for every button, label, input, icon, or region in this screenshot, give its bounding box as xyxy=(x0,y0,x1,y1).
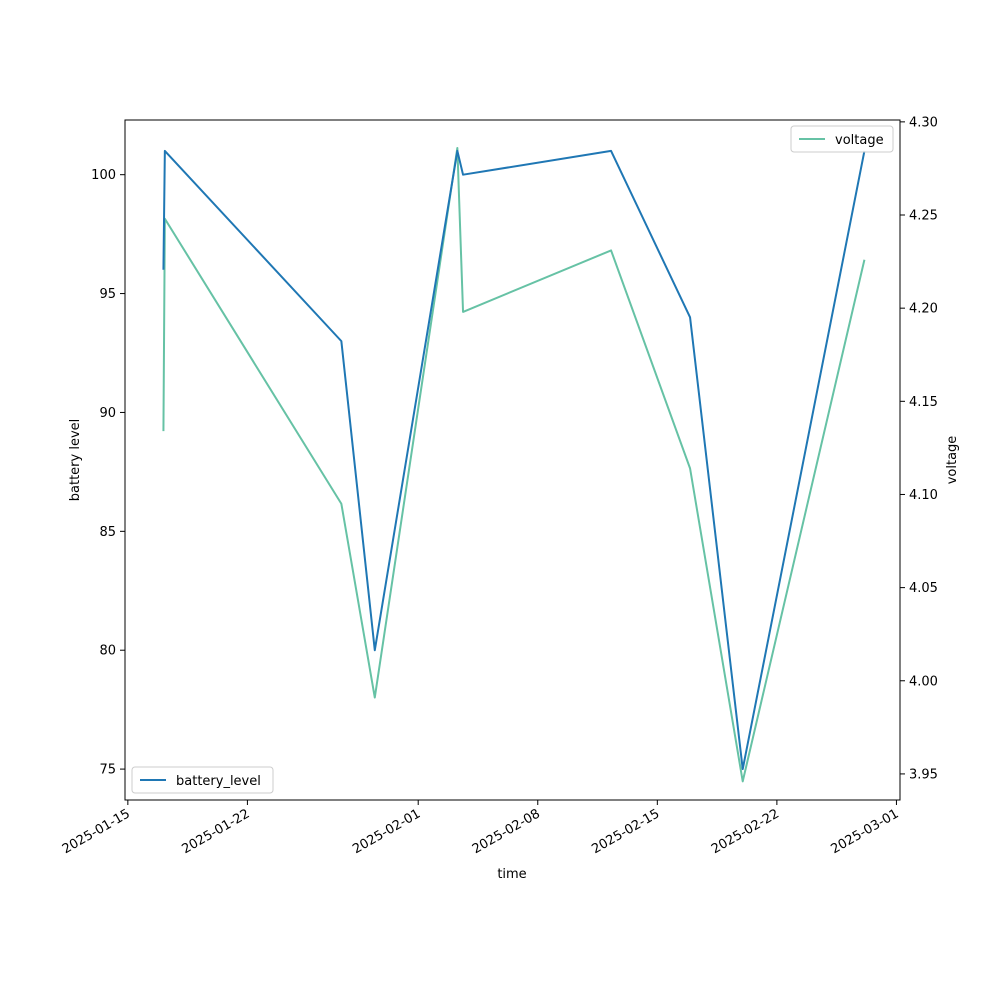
y-right-tick-label: 3.95 xyxy=(909,767,938,782)
y-left-tick-label: 85 xyxy=(99,525,116,540)
x-tick-label: 2025-01-15 xyxy=(60,806,133,857)
y-left-tick-label: 75 xyxy=(99,763,116,778)
y-left-axis-ticks: 75 80 85 90 95 100 xyxy=(91,168,125,778)
plot-frame xyxy=(124,119,901,801)
legend-voltage-label: voltage xyxy=(835,133,884,148)
y-left-tick-label: 80 xyxy=(99,644,116,659)
legend-voltage-box xyxy=(790,125,894,153)
legend-battery-box xyxy=(131,766,274,794)
y-right-tick-label: 4.15 xyxy=(909,395,938,410)
series-line-voltage xyxy=(162,146,866,783)
y-right-tick-label: 4.00 xyxy=(909,674,938,689)
legend-battery-label: battery_level xyxy=(176,774,261,789)
series-line-battery_level xyxy=(162,149,866,771)
legend-battery: battery_level xyxy=(131,766,274,794)
y-right-tick-label: 4.10 xyxy=(909,488,938,503)
x-tick-label: 2025-02-01 xyxy=(350,806,423,857)
x-tick-label: 2025-02-08 xyxy=(470,806,543,857)
y-left-tick-label: 90 xyxy=(99,406,116,421)
plot-lines xyxy=(162,146,866,783)
y-left-tick-label: 100 xyxy=(91,168,116,183)
y-right-tick-label: 4.25 xyxy=(909,209,938,224)
y-right-tick-label: 4.05 xyxy=(909,581,938,596)
y-left-axis-label: battery level xyxy=(68,419,83,502)
x-tick-label: 2025-01-22 xyxy=(179,806,252,857)
x-tick-label: 2025-02-15 xyxy=(589,806,662,857)
y-left-tick-label: 95 xyxy=(99,287,116,302)
x-tick-label: 2025-02-22 xyxy=(709,806,782,857)
y-right-axis-ticks: 3.95 4.00 4.05 4.10 4.15 4.20 4.25 4.30 xyxy=(900,115,938,782)
x-axis-label: time xyxy=(497,867,526,882)
y-right-axis-label: voltage xyxy=(945,436,960,485)
y-right-tick-label: 4.20 xyxy=(909,302,938,317)
y-right-tick-label: 4.30 xyxy=(909,115,938,130)
legend-voltage: voltage xyxy=(790,125,894,153)
x-tick-label: 2025-03-01 xyxy=(828,806,901,857)
x-axis-ticks: 2025-01-15 2025-01-22 2025-02-01 2025-02-08… xyxy=(60,800,901,857)
